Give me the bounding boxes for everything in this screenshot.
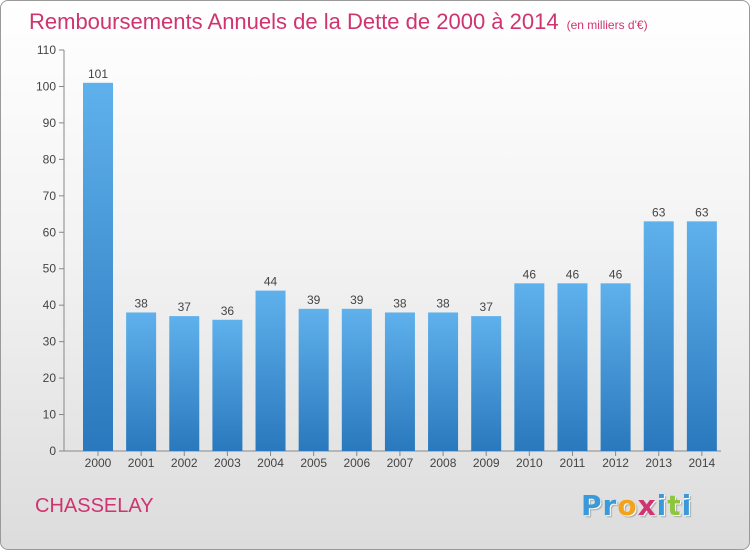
y-tick-label: 40 [43, 298, 57, 312]
x-tick-label: 2008 [430, 456, 457, 470]
x-tick-label: 2002 [171, 456, 198, 470]
bar [298, 308, 329, 451]
x-tick-label: 2010 [516, 456, 543, 470]
y-tick-label: 90 [43, 116, 57, 130]
y-tick-label: 50 [43, 262, 57, 276]
data-label: 63 [695, 205, 709, 219]
bar [471, 316, 502, 451]
chart-title-text: Remboursements Annuels de la Dette de 20… [29, 9, 559, 34]
data-label: 37 [480, 300, 494, 314]
chart-unit: (en milliers d'€) [566, 18, 648, 32]
commune-name: CHASSELAY [35, 495, 154, 517]
y-tick-label: 110 [37, 43, 56, 57]
data-label: 46 [566, 267, 580, 281]
y-tick-label: 20 [43, 371, 57, 385]
logo-letter: x [637, 489, 657, 522]
data-label: 46 [609, 267, 623, 281]
x-tick-label: 2012 [602, 456, 629, 470]
data-label: 39 [307, 293, 321, 307]
bar [255, 290, 286, 451]
logo-letter: P [581, 489, 603, 522]
bar [686, 221, 717, 451]
y-tick-label: 70 [43, 189, 57, 203]
data-label: 44 [264, 275, 278, 289]
chart-title: Remboursements Annuels de la Dette de 20… [29, 9, 648, 35]
bar [643, 221, 674, 451]
data-label: 38 [393, 296, 407, 310]
data-label: 36 [221, 304, 235, 318]
x-tick-label: 2011 [560, 456, 586, 470]
bar [341, 308, 372, 451]
x-tick-label: 2006 [343, 456, 370, 470]
logo-letter: r [602, 489, 618, 522]
bar [169, 316, 200, 451]
y-tick-label: 80 [43, 152, 57, 166]
logo-letter: i [656, 489, 668, 522]
x-tick-label: 2000 [85, 456, 112, 470]
bar [600, 283, 631, 451]
x-tick-label: 2009 [473, 456, 500, 470]
bar [557, 283, 588, 451]
x-tick-label: 2014 [689, 456, 716, 470]
x-tick-label: 2003 [214, 456, 241, 470]
logo-letter: i [681, 489, 693, 522]
x-tick-label: 2005 [300, 456, 327, 470]
data-label: 39 [350, 293, 364, 307]
bar [384, 312, 415, 451]
y-tick-label: 100 [36, 79, 56, 93]
data-label: 63 [652, 205, 666, 219]
logo-letter: o [617, 489, 638, 522]
y-tick-label: 0 [49, 444, 56, 458]
bar [83, 82, 113, 452]
bar [126, 312, 157, 451]
y-tick-label: 10 [43, 408, 57, 422]
bar [428, 312, 459, 451]
y-tick-label: 60 [43, 225, 57, 239]
x-tick-label: 2007 [387, 456, 414, 470]
bar [514, 283, 545, 451]
data-label: 38 [134, 296, 148, 310]
bar [212, 319, 243, 451]
proxiti-logo: Proxiti [581, 489, 692, 522]
y-tick-label: 30 [43, 335, 57, 349]
x-tick-label: 2001 [128, 456, 155, 470]
logo-letter: t [667, 489, 682, 522]
data-label: 101 [88, 67, 108, 81]
data-label: 38 [436, 296, 450, 310]
x-tick-label: 2013 [645, 456, 672, 470]
x-tick-label: 2004 [257, 456, 284, 470]
data-label: 37 [178, 300, 192, 314]
data-label: 46 [523, 267, 537, 281]
